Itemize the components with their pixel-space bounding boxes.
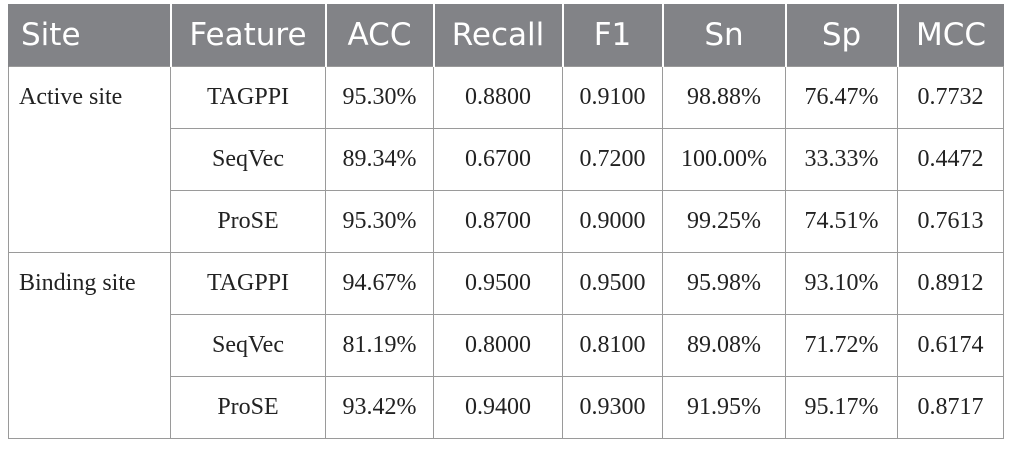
metric-cell: 0.6700: [433, 128, 563, 191]
metric-cell: 0.4472: [897, 128, 1004, 191]
metric-cell: 0.9300: [562, 376, 663, 439]
metric-cell: 0.8717: [897, 376, 1004, 439]
column-header: Sn: [661, 4, 786, 67]
metric-cell: 95.17%: [785, 376, 898, 439]
metric-cell: 0.8000: [433, 314, 563, 377]
results-table: Site Feature ACC Recall F1 Sn Sp MCC Active sit…: [8, 4, 1004, 439]
feature-cell: ProSE: [170, 376, 326, 439]
metric-cell: 94.67%: [325, 252, 434, 315]
metric-cell: 95.30%: [325, 190, 434, 253]
metric-cell: 0.9500: [562, 252, 663, 315]
feature-cell: SeqVec: [170, 314, 326, 377]
metric-cell: 81.19%: [325, 314, 434, 377]
table-header: Site Feature ACC Recall F1 Sn Sp MCC: [8, 4, 1004, 67]
metric-cell: 74.51%: [785, 190, 898, 253]
feature-cell: ProSE: [170, 190, 326, 253]
metric-cell: 0.8800: [433, 66, 563, 129]
table-body: Active site TAGPPI 95.30% 0.8800 0.9100 98.88…: [8, 66, 1004, 439]
feature-cell: TAGPPI: [170, 66, 326, 129]
site-cell: Binding site: [8, 252, 171, 315]
feature-cell: SeqVec: [170, 128, 326, 191]
table-row: ProSE 93.42% 0.9400 0.9300 91.95% 95.17% 0.871…: [8, 376, 1004, 439]
table-row: Active site TAGPPI 95.30% 0.8800 0.9100 98.88…: [8, 66, 1004, 129]
site-cell: Active site: [8, 66, 171, 129]
table-row: Binding site TAGPPI 94.67% 0.9500 0.9500 95.9…: [8, 252, 1004, 315]
site-cell: [8, 314, 171, 377]
metric-cell: 33.33%: [785, 128, 898, 191]
site-cell: [8, 128, 171, 191]
metric-cell: 76.47%: [785, 66, 898, 129]
metric-cell: 0.9100: [562, 66, 663, 129]
metric-cell: 0.7200: [562, 128, 663, 191]
metric-cell: 0.8100: [562, 314, 663, 377]
metric-cell: 93.10%: [785, 252, 898, 315]
metric-cell: 71.72%: [785, 314, 898, 377]
column-header: Feature: [169, 4, 326, 67]
column-header: Recall: [432, 4, 563, 67]
metric-cell: 0.9000: [562, 190, 663, 253]
metric-cell: 99.25%: [662, 190, 786, 253]
site-cell: [8, 376, 171, 439]
metric-cell: 98.88%: [662, 66, 786, 129]
table-row: SeqVec 81.19% 0.8000 0.8100 89.08% 71.72% 0.61…: [8, 314, 1004, 377]
column-header: ACC: [324, 4, 434, 67]
metric-cell: 0.7613: [897, 190, 1004, 253]
metric-cell: 95.98%: [662, 252, 786, 315]
metric-cell: 100.00%: [662, 128, 786, 191]
feature-cell: TAGPPI: [170, 252, 326, 315]
metric-cell: 0.9400: [433, 376, 563, 439]
column-header: MCC: [896, 4, 1004, 67]
metric-cell: 95.30%: [325, 66, 434, 129]
metric-cell: 0.6174: [897, 314, 1004, 377]
table-row: SeqVec 89.34% 0.6700 0.7200 100.00% 33.33% 0.4…: [8, 128, 1004, 191]
header-row: Site Feature ACC Recall F1 Sn Sp MCC: [8, 4, 1004, 67]
metric-cell: 0.7732: [897, 66, 1004, 129]
metric-cell: 89.08%: [662, 314, 786, 377]
metric-cell: 89.34%: [325, 128, 434, 191]
column-header: F1: [561, 4, 663, 67]
column-header: Site: [8, 4, 171, 67]
metric-cell: 0.9500: [433, 252, 563, 315]
metric-cell: 0.8700: [433, 190, 563, 253]
metric-cell: 93.42%: [325, 376, 434, 439]
table-row: ProSE 95.30% 0.8700 0.9000 99.25% 74.51% 0.761…: [8, 190, 1004, 253]
metric-cell: 0.8912: [897, 252, 1004, 315]
column-header: Sp: [784, 4, 898, 67]
site-cell: [8, 190, 171, 253]
metric-cell: 91.95%: [662, 376, 786, 439]
